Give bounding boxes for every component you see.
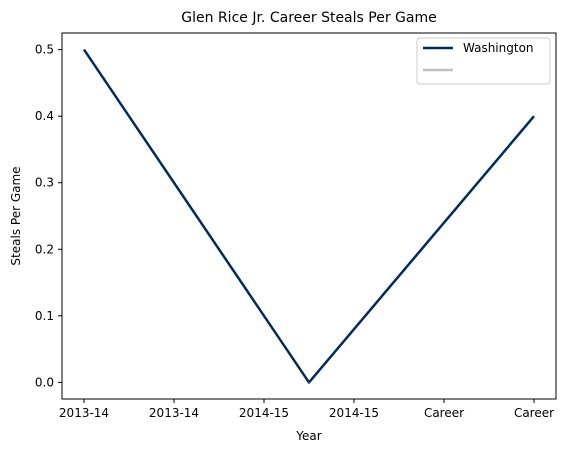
- y-tick-label: 0.4: [35, 109, 54, 123]
- legend-frame: [416, 37, 551, 85]
- y-tick-label: 0.0: [35, 375, 54, 389]
- y-tick-label: 0.5: [35, 43, 54, 57]
- y-axis-label: Steals Per Game: [9, 166, 23, 265]
- y-tick-label: 0.2: [35, 242, 54, 256]
- chart-title: Glen Rice Jr. Career Steals Per Game: [181, 10, 436, 26]
- legend-label-washington: Washington: [463, 41, 534, 55]
- x-tick-label: 2014-15: [329, 406, 379, 420]
- y-tick-label: 0.3: [35, 176, 54, 190]
- x-tick-label: 2013-14: [59, 406, 109, 420]
- x-axis-label: Year: [295, 429, 321, 443]
- x-tick-label: Career: [424, 406, 464, 420]
- y-tick-label: 0.1: [35, 309, 54, 323]
- x-tick-label: 2013-14: [149, 406, 199, 420]
- x-tick-label: Career: [514, 406, 554, 420]
- x-axis-ticks: 2013-14 2013-14 2014-15 2014-15 Career Career: [59, 399, 554, 420]
- x-tick-label: 2014-15: [239, 406, 289, 420]
- y-axis-ticks: 0.0 0.1 0.2 0.3 0.4 0.5: [35, 43, 62, 389]
- series-line-washington: [82, 48, 535, 384]
- legend: Washington: [416, 37, 551, 85]
- plot-area-frame: [61, 32, 557, 400]
- series-layer: [82, 48, 535, 384]
